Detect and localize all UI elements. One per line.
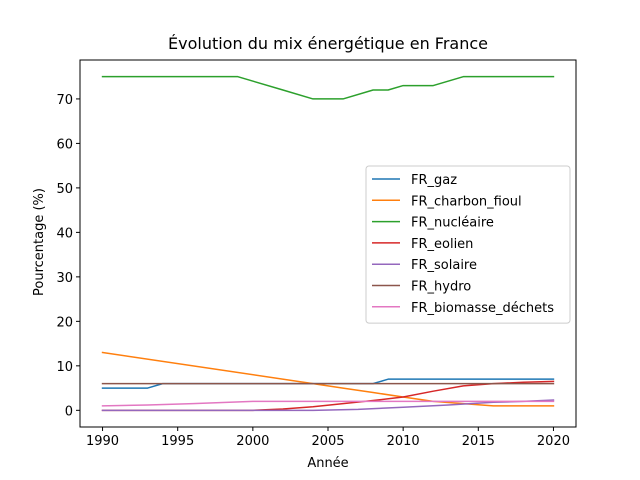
legend-label: FR_solaire bbox=[411, 258, 477, 273]
series-lines bbox=[101, 75, 555, 412]
legend-entry: FR_solaire bbox=[372, 258, 477, 273]
legend-entry: FR_gaz bbox=[372, 173, 457, 188]
y-tick-label: 0 bbox=[65, 404, 73, 419]
y-tick-label: 70 bbox=[56, 93, 73, 108]
chart-title: Évolution du mix énergétique en France bbox=[168, 34, 488, 53]
y-tick-label: 60 bbox=[56, 137, 73, 152]
y-tick-label: 30 bbox=[56, 271, 73, 286]
x-tick-label: 2010 bbox=[387, 434, 420, 449]
legend-box bbox=[365, 165, 571, 324]
plot-frame bbox=[79, 59, 577, 428]
legend-label: FR_hydro bbox=[411, 280, 471, 295]
y-axis: 0 10 20 30 40 50 60 70 bbox=[56, 93, 80, 419]
y-axis-label: Pourcentage (%) bbox=[32, 188, 47, 296]
legend-label: FR_biomasse_déchets bbox=[411, 301, 554, 316]
legend-label: FR_charbon_fioul bbox=[411, 194, 522, 209]
legend-entry: FR_nucléaire bbox=[372, 216, 494, 231]
x-tick-label: 1990 bbox=[86, 434, 119, 449]
legend-label: FR_nucléaire bbox=[411, 216, 494, 231]
x-tick-label: 2000 bbox=[236, 434, 269, 449]
y-tick-label: 10 bbox=[56, 360, 73, 375]
x-tick-label: 2005 bbox=[311, 434, 344, 449]
legend-entry: FR_biomasse_déchets bbox=[372, 301, 554, 316]
legend: FR_gaz FR_charbon_fioul FR_nucléaire FR_eol… bbox=[365, 165, 571, 324]
legend-entry: FR_eolien bbox=[372, 237, 473, 252]
x-axis: 1990 1995 2000 2005 2010 2015 2020 bbox=[86, 427, 570, 449]
x-tick-label: 2015 bbox=[462, 434, 495, 449]
y-tick-label: 50 bbox=[56, 182, 73, 197]
x-tick-label: 1995 bbox=[161, 434, 194, 449]
y-tick-label: 40 bbox=[56, 226, 73, 241]
legend-label: FR_gaz bbox=[411, 173, 457, 188]
series-line-2 bbox=[101, 75, 555, 100]
x-axis-label: Année bbox=[307, 456, 348, 471]
y-tick-label: 20 bbox=[56, 315, 73, 330]
legend-entry: FR_charbon_fioul bbox=[372, 194, 522, 209]
legend-entry: FR_hydro bbox=[372, 280, 471, 295]
series-line-6 bbox=[101, 400, 555, 407]
x-tick-label: 2020 bbox=[537, 434, 570, 449]
legend-label: FR_eolien bbox=[411, 237, 473, 252]
